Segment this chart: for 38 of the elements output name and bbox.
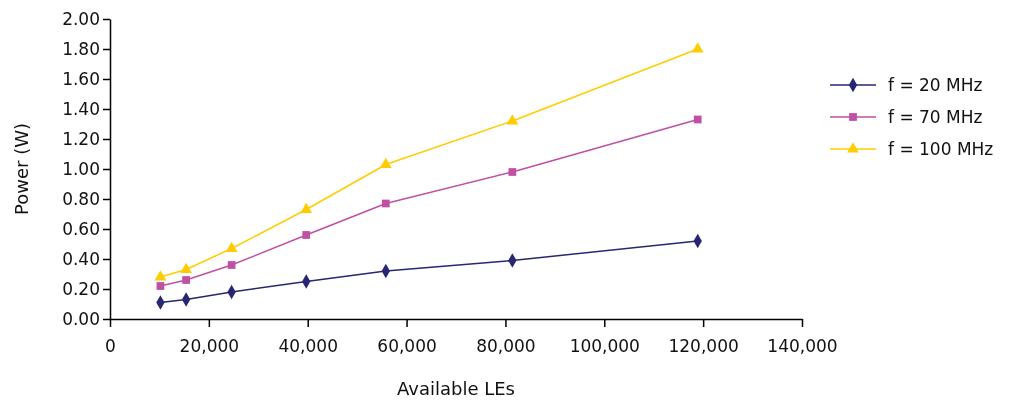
y-tick-label: 0.80 bbox=[62, 188, 100, 209]
x-tick-label: 100,000 bbox=[569, 336, 640, 357]
point bbox=[379, 157, 392, 168]
x-axis-title: Available LEs bbox=[397, 378, 515, 399]
legend-label: f = 20 MHz bbox=[888, 74, 983, 95]
legend-label: f = 70 MHz bbox=[888, 106, 983, 127]
y-tick-label: 1.60 bbox=[62, 68, 100, 89]
point bbox=[381, 199, 390, 208]
point bbox=[691, 42, 704, 53]
y-tick-label: 2.00 bbox=[62, 8, 100, 29]
y-tick-label: 1.20 bbox=[62, 128, 100, 149]
point bbox=[154, 270, 167, 281]
y-tick-label: 0.40 bbox=[62, 248, 100, 269]
y-axis-title: Power (W) bbox=[11, 123, 32, 215]
y-tick-label: 0.00 bbox=[62, 308, 100, 329]
y-tick-label: 1.00 bbox=[62, 158, 100, 179]
point bbox=[506, 114, 519, 125]
point bbox=[156, 282, 165, 290]
y-tick-label: 1.80 bbox=[62, 38, 100, 59]
x-tick-label: 140,000 bbox=[767, 336, 838, 357]
x-tick-label: 60,000 bbox=[377, 336, 437, 357]
point bbox=[508, 168, 517, 176]
x-tick-label: 0 bbox=[105, 336, 116, 357]
y-tick-label: 0.20 bbox=[62, 278, 100, 299]
x-tick-label: 80,000 bbox=[476, 336, 536, 357]
x-tick-label: 40,000 bbox=[278, 336, 338, 357]
x-tick-label: 120,000 bbox=[668, 336, 739, 357]
point bbox=[227, 261, 236, 269]
y-tick-label: 0.60 bbox=[62, 218, 100, 239]
point bbox=[300, 202, 313, 213]
point bbox=[180, 262, 193, 273]
point bbox=[693, 115, 702, 124]
y-tick-label: 1.40 bbox=[62, 98, 100, 119]
point bbox=[302, 231, 311, 239]
legend-label: f = 100 MHz bbox=[888, 138, 994, 159]
x-tick-label: 20,000 bbox=[179, 336, 240, 357]
point bbox=[225, 241, 238, 252]
point bbox=[182, 276, 190, 284]
